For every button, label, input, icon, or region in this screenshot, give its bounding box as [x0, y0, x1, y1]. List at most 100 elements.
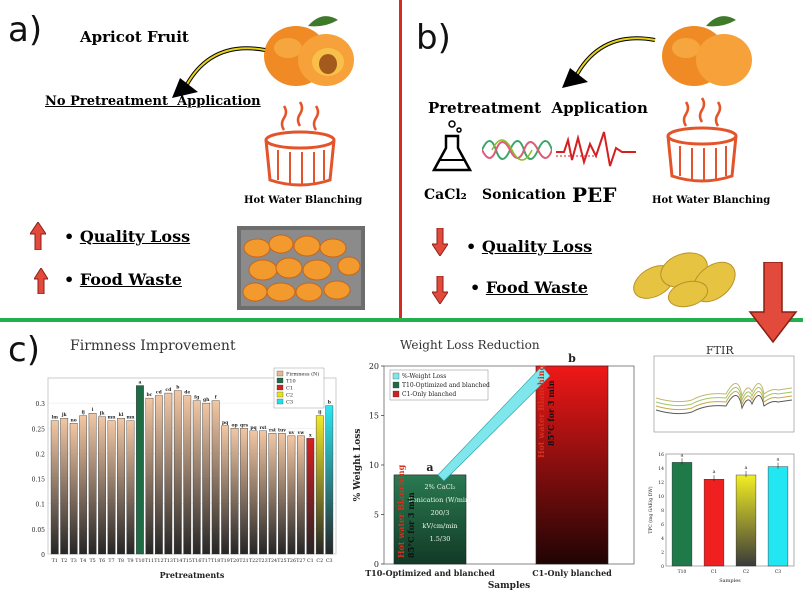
legend-label: T10 [286, 379, 296, 385]
tpc-chart: 0 2 4 6 8 10 12 14 16 a T10 a C1 a C2 a C3 TPC (mg GAE/g … [647, 452, 795, 584]
ftir-spectrum-chart [653, 355, 795, 433]
x-tick-label: T25 [277, 558, 286, 564]
panel-divider-vertical [399, 0, 402, 318]
outcome-text: Quality Loss [79, 227, 191, 246]
y-axis-title: TPC (mg GAE/g DW) [647, 486, 654, 533]
blanch-condition-t10: 85°C for 3 min [406, 492, 416, 558]
bar-t3 [69, 423, 78, 555]
bar-t2 [60, 418, 69, 555]
bar-letter-label: bc [146, 392, 152, 398]
x-tick-label: T15 [183, 558, 192, 564]
bar-letter-label: op [232, 423, 238, 428]
firmness-title: Firmness Improvement [70, 338, 236, 354]
y-tick-label: 0 [374, 560, 379, 569]
bar-c1 [535, 365, 609, 565]
bar-letter-label: fg [194, 395, 200, 401]
outcome-text: Quality Loss [481, 237, 593, 256]
x-tick-label: T23 [258, 558, 267, 564]
x-tick-label: T24 [268, 558, 277, 564]
bar-letter-label: tuv [278, 427, 286, 433]
legend-label: C3 [286, 400, 293, 406]
x-tick-label: T16 [192, 558, 201, 564]
x-tick-label: T10 [678, 569, 687, 575]
bar-c3 [767, 466, 789, 567]
method-cacl2: CaCl₂ [424, 187, 467, 203]
up-arrow-icon [34, 268, 48, 294]
legend-box [389, 369, 489, 401]
dried-apricot-image [633, 252, 736, 308]
legend-swatch [276, 370, 284, 377]
bar-letter-label: no [71, 418, 77, 423]
y-tick-label: 16 [658, 452, 664, 458]
x-tick-label: T20 [230, 558, 239, 564]
bar-letter-label: a [745, 465, 748, 471]
y-tick-label: 10 [369, 461, 379, 470]
x-tick-label: T8 [118, 558, 124, 564]
bar-letter-label: uv [288, 431, 294, 436]
bar-t5 [88, 413, 97, 555]
apricot-fruit-icon [662, 16, 752, 86]
firmness-chart: 0 0.05 0.1 0.15 0.2 0.25 0.3 lm T1 jk T2 no T3 ij T4 i T… [32, 367, 337, 580]
bar-c1 [703, 479, 725, 567]
panel-b-title: Pretreatment Application [428, 99, 648, 117]
legend-label: C1-Only blanched [402, 391, 456, 398]
bar-t20 [230, 428, 239, 555]
y-tick-label: 0.1 [35, 502, 45, 509]
x-tick-label: C1 [711, 569, 717, 575]
big-down-arrow-icon [748, 262, 798, 344]
x-tick-label: T5 [89, 558, 95, 564]
legend-swatch [392, 381, 400, 389]
bar-t26 [287, 435, 296, 555]
bar-t4 [79, 415, 88, 555]
bar-c3 [325, 405, 334, 555]
bar-annotation-line: kV/cm/min [422, 522, 457, 530]
legend-label: C2 [286, 393, 293, 399]
bar-letter-label: gh [203, 397, 210, 403]
x-tick-label: T18 [211, 558, 220, 564]
y-tick-label: 4 [661, 536, 664, 542]
x-tick-label: T22 [249, 558, 258, 564]
bar-letter-label: cd [165, 387, 172, 393]
bullet: • [64, 227, 75, 246]
y-tick-label: 0.3 [35, 401, 45, 408]
x-tick-label: T2 [61, 558, 67, 564]
x-tick-label: T13 [164, 558, 173, 564]
down-arrow-icon [432, 228, 448, 256]
bar-t7 [107, 420, 116, 555]
bar-t18 [211, 400, 220, 555]
weight-title: Weight Loss Reduction [400, 338, 540, 352]
bar-annotation-line: 1.5/30 [430, 535, 451, 543]
y-tick-label: 12 [658, 480, 664, 486]
y-tick-label: 0.2 [35, 451, 45, 458]
bar-t23 [259, 430, 267, 555]
x-tick-label: T21 [239, 558, 248, 564]
bullet: • [64, 270, 75, 289]
bar-letter-label: a [138, 381, 141, 386]
y-tick-label: 0 [41, 552, 45, 559]
x-tick-label: T3 [71, 558, 77, 564]
bar-annotation-line: Sonication (W/min) [408, 496, 472, 504]
y-tick-label: 20 [369, 362, 379, 371]
bar-letter-label: lm [51, 415, 58, 421]
outcome-text: Food Waste [79, 270, 182, 289]
x-tick-label: T6 [99, 558, 105, 564]
bar-letter-label: pq [250, 426, 257, 431]
panel-a-blanching-label: Hot Water Blanching [244, 195, 363, 206]
bar-t6 [98, 416, 106, 555]
legend-swatch [392, 390, 400, 398]
y-tick-label: 5 [374, 511, 379, 520]
bar-letter-label: pq [222, 421, 229, 426]
bar-letter-label: kl [119, 412, 124, 418]
panel-b-blanching-label: Hot Water Blanching [652, 195, 771, 206]
x-tick-label: T17 [202, 558, 211, 564]
y-tick-label: 8 [661, 508, 664, 514]
bar-t13 [164, 392, 173, 555]
bar-t24 [268, 433, 277, 555]
y-tick-label: 14 [658, 466, 664, 472]
x-tick-label: C1 [307, 558, 314, 564]
sound-wave-icon [482, 139, 552, 161]
x-tick-label: C1-Only blanched [532, 568, 612, 578]
curved-arrow-icon [172, 46, 266, 98]
y-tick-label: 2 [661, 550, 664, 556]
